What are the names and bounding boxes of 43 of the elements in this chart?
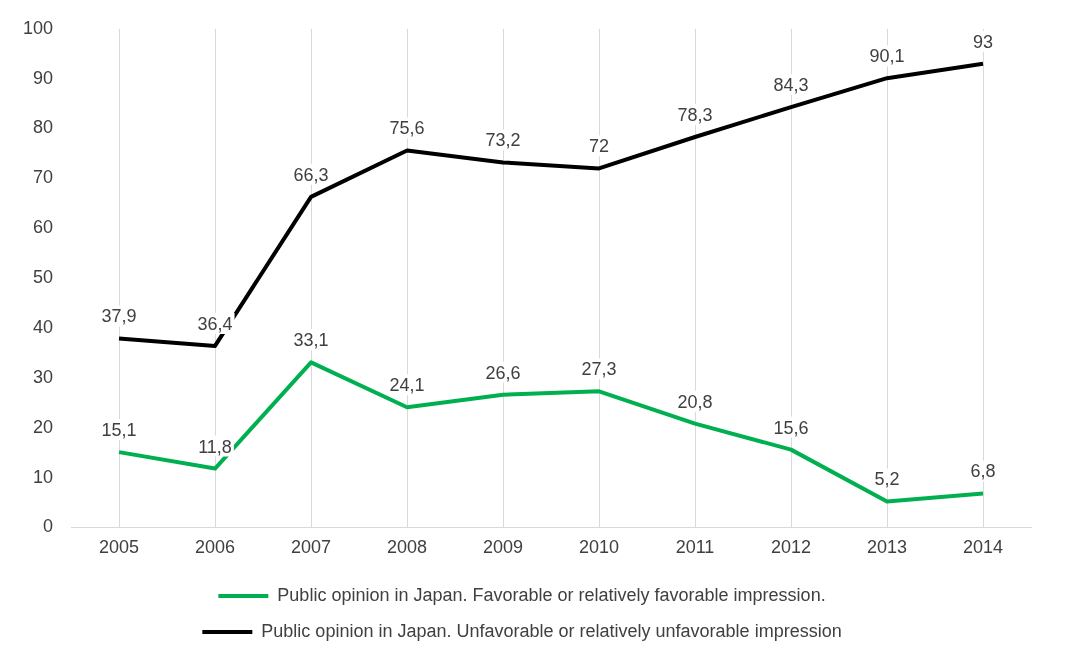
- data-label: 93: [972, 31, 994, 52]
- y-tick-label: 20: [33, 416, 54, 437]
- x-tick-label: 2014: [962, 537, 1004, 558]
- y-tick-label: 50: [33, 267, 54, 288]
- x-tick-label: 2006: [195, 537, 236, 558]
- data-label: 11,8: [198, 436, 232, 457]
- data-label: 37,9: [101, 306, 137, 327]
- data-label: 5,2: [874, 469, 900, 490]
- y-tick-label: 60: [33, 217, 54, 238]
- y-tick-label: 70: [33, 167, 54, 188]
- data-label: 75,6: [389, 118, 425, 139]
- data-label: 15,6: [773, 417, 809, 438]
- y-tick-label: 40: [33, 316, 54, 337]
- y-tick-label: 30: [33, 366, 54, 387]
- data-label: 84,3: [773, 75, 809, 96]
- legend-label: Public opinion in Japan. Unfavorable or relatively unfavorable impression: [261, 620, 842, 641]
- data-label: 36,4: [197, 313, 233, 334]
- data-label: 15,1: [101, 420, 137, 441]
- data-label: 66,3: [293, 164, 329, 185]
- y-tick-label: 0: [43, 516, 54, 537]
- legend-label: Public opinion in Japan. Favorable or relatively favorable impression.: [277, 584, 826, 605]
- data-label: 27,3: [581, 359, 617, 380]
- x-tick-label: 2009: [482, 537, 524, 558]
- data-label: 24,1: [389, 375, 425, 396]
- x-tick-label: 2007: [291, 537, 332, 558]
- x-tick-label: 2005: [99, 537, 140, 558]
- y-tick-label: 80: [33, 117, 54, 138]
- x-tick-label: 2011: [675, 537, 715, 558]
- data-label: 78,3: [677, 104, 713, 125]
- data-label: 20,8: [677, 391, 713, 412]
- data-label: 26,6: [485, 362, 521, 383]
- data-label: 33,1: [293, 330, 329, 351]
- x-tick-label: 2012: [770, 537, 812, 558]
- data-label: 73,2: [485, 130, 521, 151]
- data-label: 6,8: [970, 461, 996, 482]
- data-label: 72: [589, 136, 610, 157]
- x-tick-label: 2008: [387, 537, 428, 558]
- x-tick-label: 2013: [866, 537, 908, 558]
- y-tick-label: 100: [22, 17, 54, 38]
- data-label: 90,1: [869, 46, 905, 67]
- y-tick-label: 10: [33, 466, 54, 487]
- y-tick-label: 90: [33, 67, 54, 88]
- x-tick-label: 2010: [578, 537, 620, 558]
